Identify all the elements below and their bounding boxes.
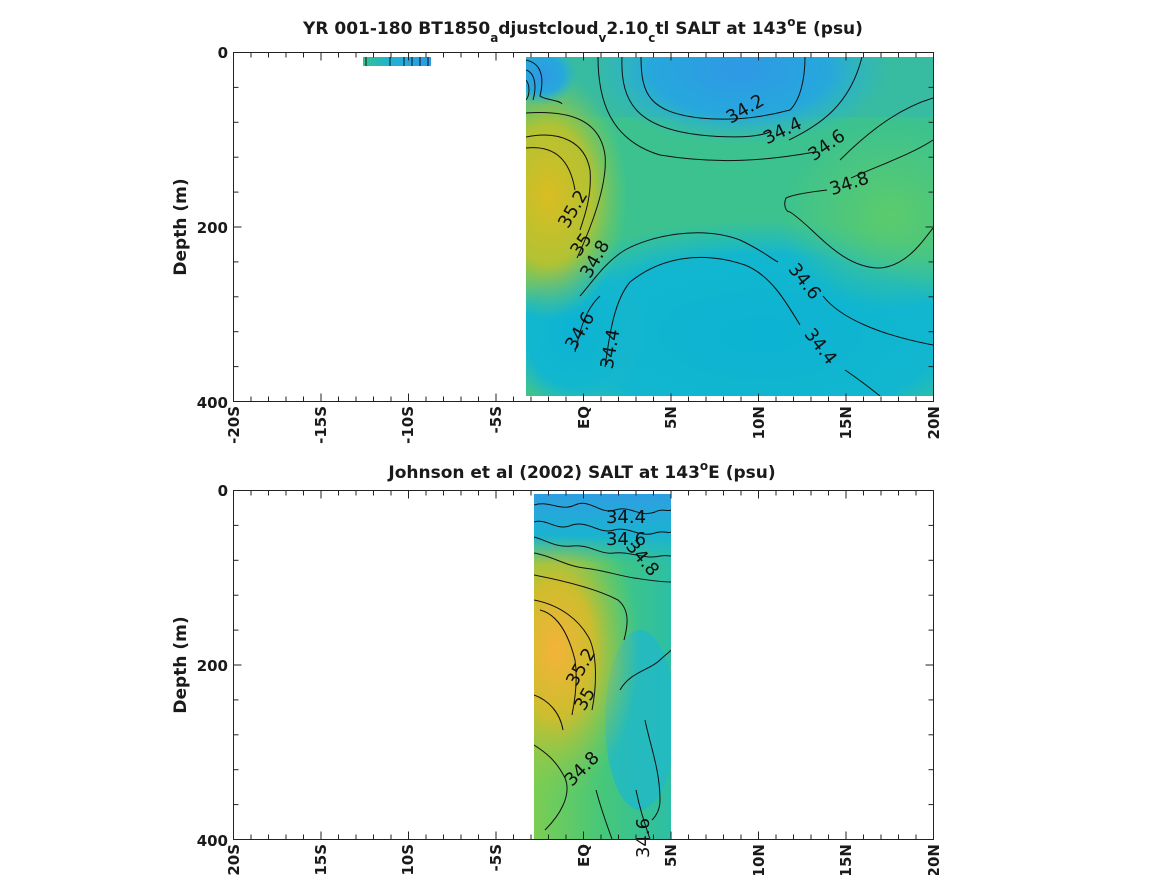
x-tick-label: 10N — [750, 844, 768, 875]
y-tick-label: 200 — [197, 657, 228, 675]
y-tick-label: 400 — [197, 832, 228, 850]
bottom-chart-title: Johnson et al (2002) SALT at 143oE (psu) — [387, 459, 775, 483]
x-tick-label: 5N — [662, 406, 680, 429]
bottom-contour-lines — [534, 502, 671, 839]
bottom-y-axis-label: Depth (m) — [171, 616, 191, 713]
x-tick-label: -20S — [225, 844, 243, 875]
x-tick-label: 15N — [837, 406, 855, 439]
x-tick-label: -5S — [487, 406, 505, 433]
x-tick-label: EQ — [575, 844, 593, 867]
top-axis-ticks — [233, 52, 934, 402]
top-surface-strip — [363, 57, 431, 66]
bottom-x-tick-labels: -20S -15S -10S -5S EQ 5N 10N 15N 20N — [225, 844, 943, 875]
x-tick-label: -15S — [312, 406, 330, 444]
x-tick-label: -10S — [399, 844, 417, 875]
x-tick-label: -15S — [312, 844, 330, 875]
y-tick-label: 0 — [218, 482, 228, 500]
x-tick-label: -20S — [225, 406, 243, 444]
contour-label: 34.6 — [606, 529, 646, 550]
x-tick-label: 5N — [662, 844, 680, 867]
contour-label: 34.6 — [633, 818, 654, 858]
top-salinity-field — [526, 57, 933, 396]
x-tick-label: -10S — [399, 406, 417, 444]
y-tick-label: 400 — [197, 394, 228, 412]
contour-label: 34.4 — [606, 507, 646, 528]
x-tick-label: 15N — [837, 844, 855, 875]
x-tick-label: 10N — [750, 406, 768, 439]
x-tick-label: EQ — [575, 406, 593, 429]
x-tick-label: -5S — [487, 844, 505, 871]
top-x-tick-labels: -20S -15S -10S -5S EQ 5N 10N 15N 20N — [225, 406, 943, 444]
top-chart-title: YR 001-180 BT1850adjustcloudv2.10ctl SAL… — [302, 15, 863, 45]
top-y-axis-label: Depth (m) — [171, 178, 191, 275]
x-tick-label: 20N — [925, 406, 943, 439]
top-contour-lines — [526, 57, 933, 396]
top-surface-strip-contours — [365, 57, 429, 66]
y-tick-label: 0 — [218, 44, 228, 62]
bottom-axis-ticks — [233, 490, 934, 840]
y-tick-label: 200 — [197, 219, 228, 237]
top-panel: YR 001-180 BT1850adjustcloudv2.10ctl SAL… — [171, 15, 943, 444]
x-tick-label: 20N — [925, 844, 943, 875]
bottom-panel: Johnson et al (2002) SALT at 143oE (psu)… — [171, 459, 943, 875]
